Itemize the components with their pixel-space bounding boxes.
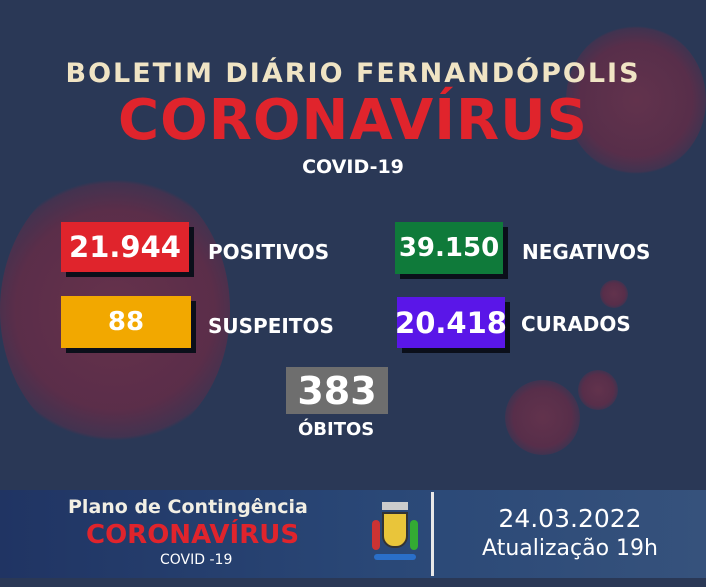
suspeitos-label: SUSPEITOS xyxy=(208,314,334,338)
negativos-value: 39.150 xyxy=(395,222,503,274)
headline: CORONAVÍRUS xyxy=(118,88,588,153)
footer-divider xyxy=(431,492,434,576)
curados-value: 20.418 xyxy=(395,297,507,348)
obitos-value: 383 xyxy=(286,367,388,414)
footer-plan: Plano de Contingência xyxy=(68,496,308,518)
footer-subtitle: COVID -19 xyxy=(160,552,233,568)
obitos-label: ÓBITOS xyxy=(298,419,375,440)
footer-update: Atualização 19h xyxy=(482,536,658,561)
virus-decoration xyxy=(566,25,706,175)
coat-of-arms xyxy=(370,502,420,564)
virus-decoration xyxy=(578,370,618,410)
bulletin-title: BOLETIM DIÁRIO FERNANDÓPOLIS xyxy=(65,58,641,89)
virus-decoration xyxy=(505,380,580,455)
subtitle: COVID-19 xyxy=(302,156,404,178)
footer-headline: CORONAVÍRUS xyxy=(86,520,300,550)
positivos-value: 21.944 xyxy=(61,222,189,272)
suspeitos-value: 88 xyxy=(61,296,191,348)
negativos-label: NEGATIVOS xyxy=(522,240,651,264)
curados-label: CURADOS xyxy=(521,312,631,336)
virus-decoration xyxy=(600,280,628,308)
footer-banner: Plano de Contingência CORONAVÍRUS COVID … xyxy=(0,490,706,578)
footer-date: 24.03.2022 xyxy=(498,504,642,533)
positivos-label: POSITIVOS xyxy=(208,240,330,264)
